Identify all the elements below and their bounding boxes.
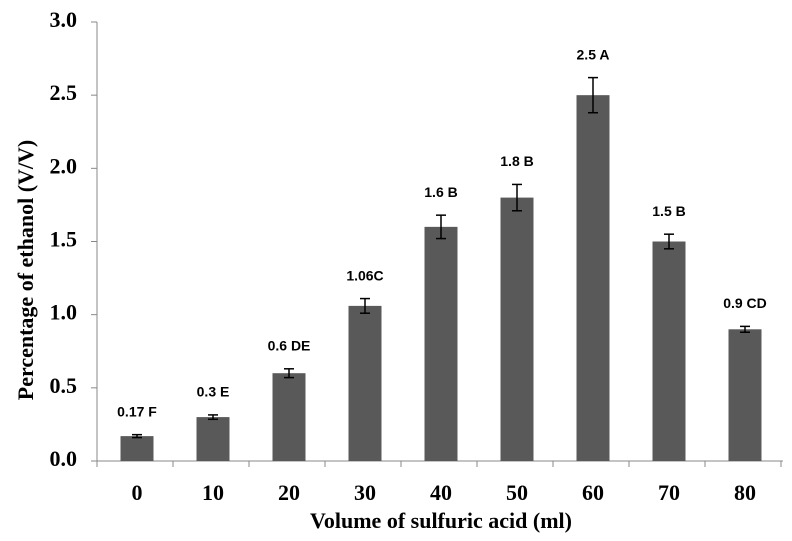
bar [500,197,534,461]
bar [348,305,382,461]
error-bar [588,76,598,114]
y-tick-label: 2.5 [50,80,78,105]
error-bar [436,214,446,240]
value-label: 0.17 F [117,403,157,419]
x-tick-label: 30 [354,480,376,505]
error-bar [512,183,522,212]
error-bar [664,233,674,250]
x-tick-label: 50 [506,480,528,505]
y-tick-label: 1.5 [50,227,78,252]
bar [272,373,306,461]
value-label: 1.5 B [652,203,685,219]
y-tick-label: 1.0 [50,300,78,325]
bar [120,436,154,461]
error-bar [132,433,142,439]
bar [728,329,762,461]
y-axis-title: Percentage of ethanol (V/V) [13,140,38,400]
x-tick-label: 40 [430,480,452,505]
error-bar [284,368,294,379]
x-tick-label: 20 [278,480,300,505]
y-tick-label: 0.5 [50,373,78,398]
value-label: 0.6 DE [268,338,311,354]
x-tick-label: 60 [582,480,604,505]
x-tick-label: 10 [202,480,224,505]
value-label: 1.8 B [500,153,533,169]
value-label: 2.5 A [577,46,610,62]
value-label: 0.3 E [197,384,230,400]
bar [196,417,230,461]
x-tick-label: 70 [658,480,680,505]
value-label: 1.6 B [424,184,457,200]
y-tick-label: 2.0 [50,153,78,178]
y-tick-label: 3.0 [50,7,78,32]
error-bar [360,297,370,314]
x-tick-label: 80 [734,480,756,505]
bar [424,226,458,461]
x-axis-title: Volume of sulfuric acid (ml) [310,508,572,533]
y-tick-label: 0.0 [50,446,78,471]
bar [652,241,686,461]
x-tick-label: 0 [132,480,143,505]
error-bar [208,414,218,421]
bar [576,95,610,462]
error-bar [740,325,750,333]
value-label: 0.9 CD [723,295,767,311]
value-label: 1.06C [346,267,383,283]
